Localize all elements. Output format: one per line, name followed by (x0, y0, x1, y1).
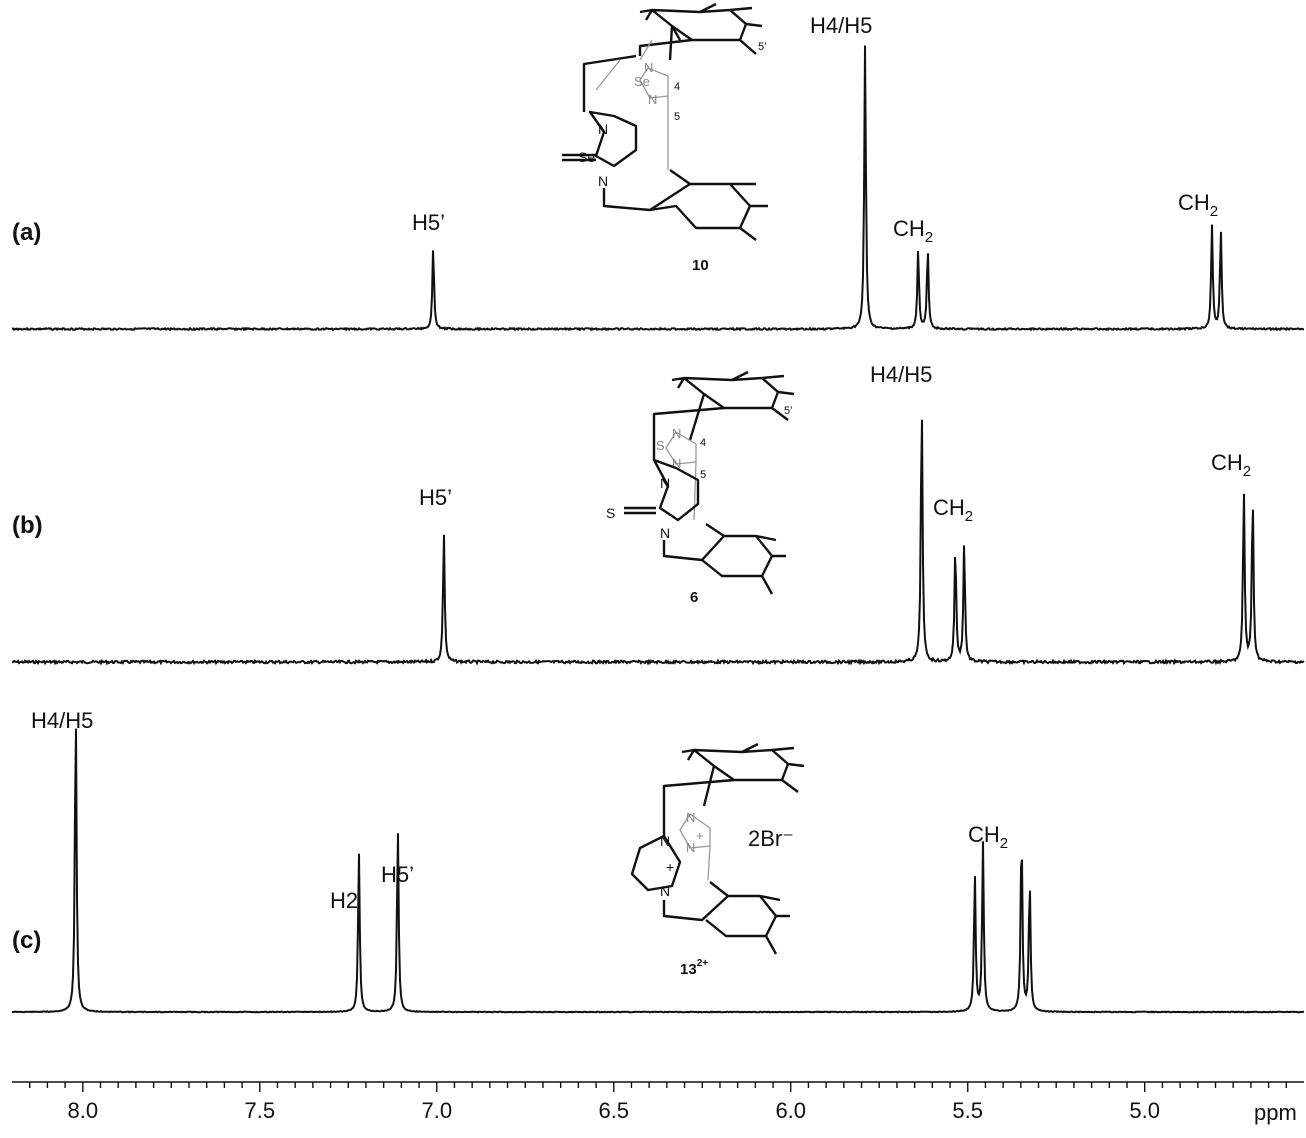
peak-label-a-ch2-2: CH2 (1178, 190, 1218, 220)
x-axis-tick-labels: 8.0 7.5 7.0 6.5 6.0 5.5 5.0 (67, 1098, 1160, 1123)
svg-text:5’: 5’ (784, 405, 793, 417)
svg-text:N: N (660, 883, 670, 899)
svg-text:4: 4 (700, 437, 706, 449)
svg-text:5: 5 (674, 111, 680, 123)
svg-text:N: N (660, 833, 670, 849)
svg-text:N: N (598, 173, 608, 189)
svg-text:Se: Se (578, 149, 595, 165)
svg-text:6: 6 (690, 589, 698, 606)
svg-text:5’: 5’ (758, 41, 767, 53)
x-axis-label: ppm (1254, 1100, 1297, 1125)
svg-text:N: N (648, 92, 657, 107)
x-axis: 8.0 7.5 7.0 6.5 6.0 5.5 5.0 ppm (12, 1081, 1304, 1125)
svg-text:S: S (606, 505, 615, 521)
peak-label-c-h5p: H5’ (381, 862, 414, 887)
spectrum-trace-a (11, 45, 1305, 332)
x-tick-label: 7.5 (244, 1098, 275, 1123)
svg-text:N: N (660, 525, 670, 541)
peak-label-c-h2: H2 (330, 888, 358, 913)
panel-label-c: (c) (12, 927, 41, 954)
svg-text:5: 5 (700, 469, 706, 481)
peak-label-a-ch2-1: CH2 (893, 216, 933, 246)
panel-label-b: (b) (12, 512, 43, 539)
svg-text:N: N (686, 810, 695, 825)
svg-text:N: N (644, 60, 653, 75)
counterion-label: 2Br⁻ (748, 826, 794, 851)
svg-text:Se: Se (634, 74, 650, 89)
peak-label-b-ch2-1: CH2 (933, 495, 973, 525)
peak-label-a-h5p: H5’ (412, 210, 445, 235)
peak-label-b-h4h5: H4/H5 (870, 362, 932, 387)
svg-text:+: + (666, 859, 674, 875)
svg-text:N: N (598, 121, 608, 137)
peak-label-c-h4h5: H4/H5 (31, 708, 93, 733)
x-tick-label: 6.5 (598, 1098, 629, 1123)
spectrum-trace-c (11, 728, 1305, 1014)
svg-text:N: N (660, 475, 670, 491)
peak-label-c-ch2: CH2 (968, 822, 1008, 852)
svg-text:N: N (672, 456, 681, 471)
svg-text:132+: 132+ (680, 958, 708, 978)
structure-compound-13: N N + N N + 2Br⁻ 132+ (630, 742, 805, 978)
peak-label-b-ch2-2: CH2 (1211, 450, 1251, 480)
svg-text:S: S (656, 438, 665, 453)
structure-compound-10: Se N N 4 5 5’ N N Se 10 (562, 2, 768, 274)
svg-text:N: N (672, 426, 681, 441)
x-axis-ticks (28, 1082, 1288, 1092)
x-tick-label: 7.0 (421, 1098, 452, 1123)
structure-compound-6: S N N 4 5 5’ N N S 6 (606, 370, 795, 606)
x-tick-label: 8.0 (67, 1098, 98, 1123)
panel-label-a: (a) (12, 219, 41, 246)
svg-text:4: 4 (674, 81, 680, 93)
peak-label-a-h4h5: H4/H5 (810, 13, 872, 38)
x-tick-label: 6.0 (775, 1098, 806, 1123)
x-tick-label: 5.5 (952, 1098, 983, 1123)
spectrum-trace-b (11, 419, 1305, 666)
peak-label-b-h5p: H5’ (419, 485, 452, 510)
x-tick-label: 5.0 (1129, 1098, 1160, 1123)
svg-text:10: 10 (692, 257, 709, 274)
svg-text:+: + (696, 828, 704, 843)
svg-text:N: N (686, 840, 695, 855)
